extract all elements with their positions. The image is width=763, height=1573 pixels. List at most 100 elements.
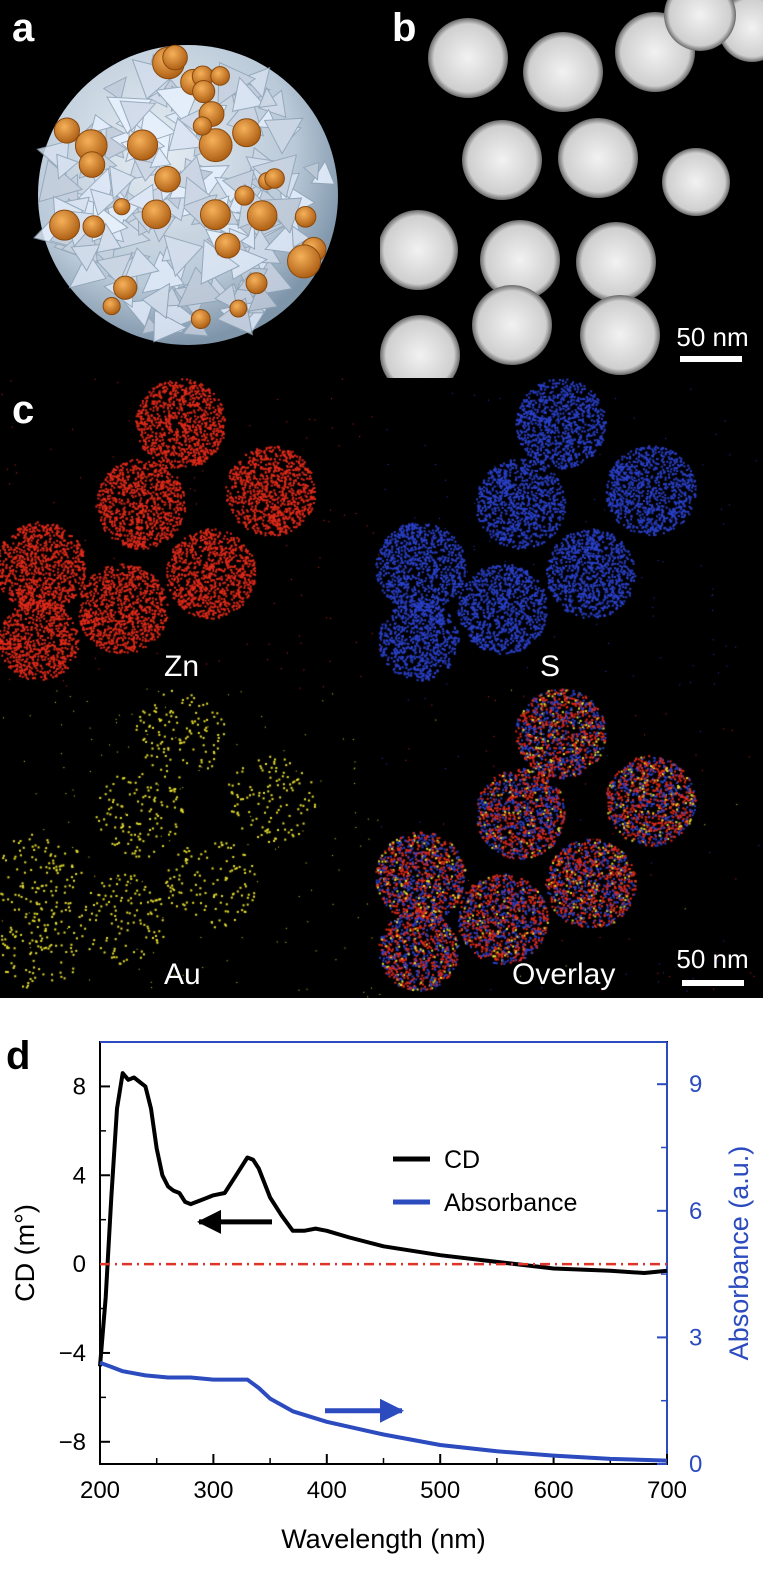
tem-particle bbox=[428, 18, 508, 98]
shell-facet bbox=[141, 282, 171, 320]
nanoparticle-model bbox=[33, 44, 338, 345]
y2-tick-label: 9 bbox=[689, 1071, 702, 1098]
tem-particle bbox=[380, 210, 458, 290]
gold-cluster bbox=[190, 309, 211, 330]
series-line-cd bbox=[98, 1071, 668, 1367]
cd-absorbance-chart: 200 300 400 500 600 700 8 4 0 −4 −8 0 3 6 9 Wavelength … bbox=[10, 1041, 754, 1554]
map-label-overlay: Overlay bbox=[512, 958, 616, 991]
shell-facet bbox=[168, 116, 207, 152]
x-tick-label: 300 bbox=[193, 1477, 233, 1504]
tem-particle bbox=[576, 222, 656, 302]
gold-cluster bbox=[82, 215, 106, 238]
scale-bar-b bbox=[680, 356, 742, 362]
shell-facet bbox=[257, 86, 278, 109]
shell-facet bbox=[302, 161, 320, 181]
panel-label-b: b bbox=[392, 6, 417, 50]
series-line-absorbance bbox=[99, 1360, 668, 1463]
x-tick-label: 200 bbox=[80, 1477, 120, 1504]
gold-cluster bbox=[246, 200, 278, 232]
shell-facet bbox=[96, 222, 122, 254]
scale-label-c: 50 nm bbox=[676, 944, 749, 974]
gold-cluster bbox=[245, 272, 268, 295]
tem-particle bbox=[580, 295, 660, 375]
gold-cluster bbox=[232, 118, 262, 148]
tem-particle bbox=[462, 120, 542, 200]
gold-cluster bbox=[294, 206, 317, 228]
y-tick-label: 4 bbox=[73, 1162, 86, 1189]
x-tick-label: 700 bbox=[647, 1477, 687, 1504]
shell-facet bbox=[38, 159, 84, 203]
legend-entry: Absorbance bbox=[444, 1189, 577, 1217]
y2-tick-label: 0 bbox=[689, 1451, 702, 1478]
legend-entry: CD bbox=[444, 1146, 480, 1174]
shell-facet bbox=[263, 117, 304, 155]
shell-facet bbox=[149, 146, 172, 169]
shell-facet bbox=[231, 76, 266, 112]
x-tick-label: 400 bbox=[307, 1477, 347, 1504]
panel-label-a: a bbox=[12, 6, 35, 50]
shell-facet bbox=[102, 76, 127, 101]
tem-particle bbox=[380, 315, 460, 378]
gold-cluster bbox=[264, 168, 285, 189]
gold-cluster bbox=[192, 116, 212, 136]
gold-cluster bbox=[229, 299, 248, 318]
x-tick-label: 600 bbox=[534, 1477, 574, 1504]
tem-particle bbox=[523, 32, 603, 112]
shell-facet bbox=[124, 247, 160, 280]
shell-facet bbox=[177, 266, 226, 308]
gold-cluster bbox=[214, 232, 241, 259]
map-label-au: Au bbox=[164, 958, 201, 991]
gold-cluster bbox=[49, 209, 81, 241]
tem-image bbox=[380, 0, 763, 378]
shell-facet bbox=[89, 188, 119, 217]
y-tick-label: 0 bbox=[73, 1251, 86, 1278]
shell-facet bbox=[119, 100, 157, 132]
y2-axis-label: Absorbance (a.u.) bbox=[724, 1146, 754, 1361]
shell-facet bbox=[95, 252, 133, 286]
gold-cluster bbox=[210, 66, 230, 86]
gold-cluster bbox=[234, 185, 255, 206]
gold-cluster bbox=[154, 165, 181, 193]
y-tick-label: −8 bbox=[59, 1429, 86, 1456]
shell-facet bbox=[56, 153, 80, 180]
y-axis-label: CD (m°) bbox=[10, 1204, 40, 1302]
gold-cluster bbox=[198, 128, 233, 163]
gold-cluster bbox=[113, 198, 131, 216]
x-axis-label: Wavelength (nm) bbox=[281, 1524, 486, 1554]
tem-particle bbox=[664, 0, 736, 51]
tem-particle bbox=[558, 118, 638, 198]
y-tick-label: 8 bbox=[73, 1073, 86, 1100]
axis-arrow-head bbox=[380, 1398, 404, 1423]
map-label-zn: Zn bbox=[164, 650, 200, 683]
map-label-s: S bbox=[540, 650, 561, 683]
gold-cluster bbox=[162, 44, 188, 71]
shell-facet bbox=[163, 234, 204, 278]
shell-facet bbox=[153, 309, 189, 343]
shell-facet bbox=[243, 66, 271, 99]
gold-cluster bbox=[141, 199, 172, 230]
tem-particle bbox=[662, 148, 730, 216]
panel-a: a bbox=[0, 0, 380, 378]
gold-cluster bbox=[102, 296, 121, 316]
shell-facet bbox=[89, 113, 113, 134]
shell-facet bbox=[109, 165, 137, 201]
scale-bar-c bbox=[682, 980, 744, 986]
gold-cluster bbox=[78, 151, 106, 178]
panel-b: b 50 nm bbox=[380, 0, 763, 378]
panel-c: c Zn S Au Overlay 50 nm bbox=[0, 378, 763, 998]
axis-arrow-head bbox=[197, 1209, 221, 1234]
y2-tick-label: 6 bbox=[689, 1198, 702, 1225]
shell-facet bbox=[70, 244, 101, 272]
panel-label-d: d bbox=[6, 1034, 31, 1078]
eds-maps bbox=[0, 378, 763, 998]
gold-cluster bbox=[113, 275, 138, 300]
gold-cluster bbox=[199, 199, 231, 231]
shell-facet bbox=[291, 224, 311, 249]
tem-particle bbox=[480, 220, 560, 300]
scale-label-b: 50 nm bbox=[676, 322, 749, 352]
panel-label-c: c bbox=[12, 388, 35, 432]
gold-cluster bbox=[192, 79, 216, 104]
gold-cluster bbox=[126, 129, 159, 161]
y-tick-label: −4 bbox=[59, 1340, 86, 1367]
gold-cluster bbox=[287, 244, 322, 279]
